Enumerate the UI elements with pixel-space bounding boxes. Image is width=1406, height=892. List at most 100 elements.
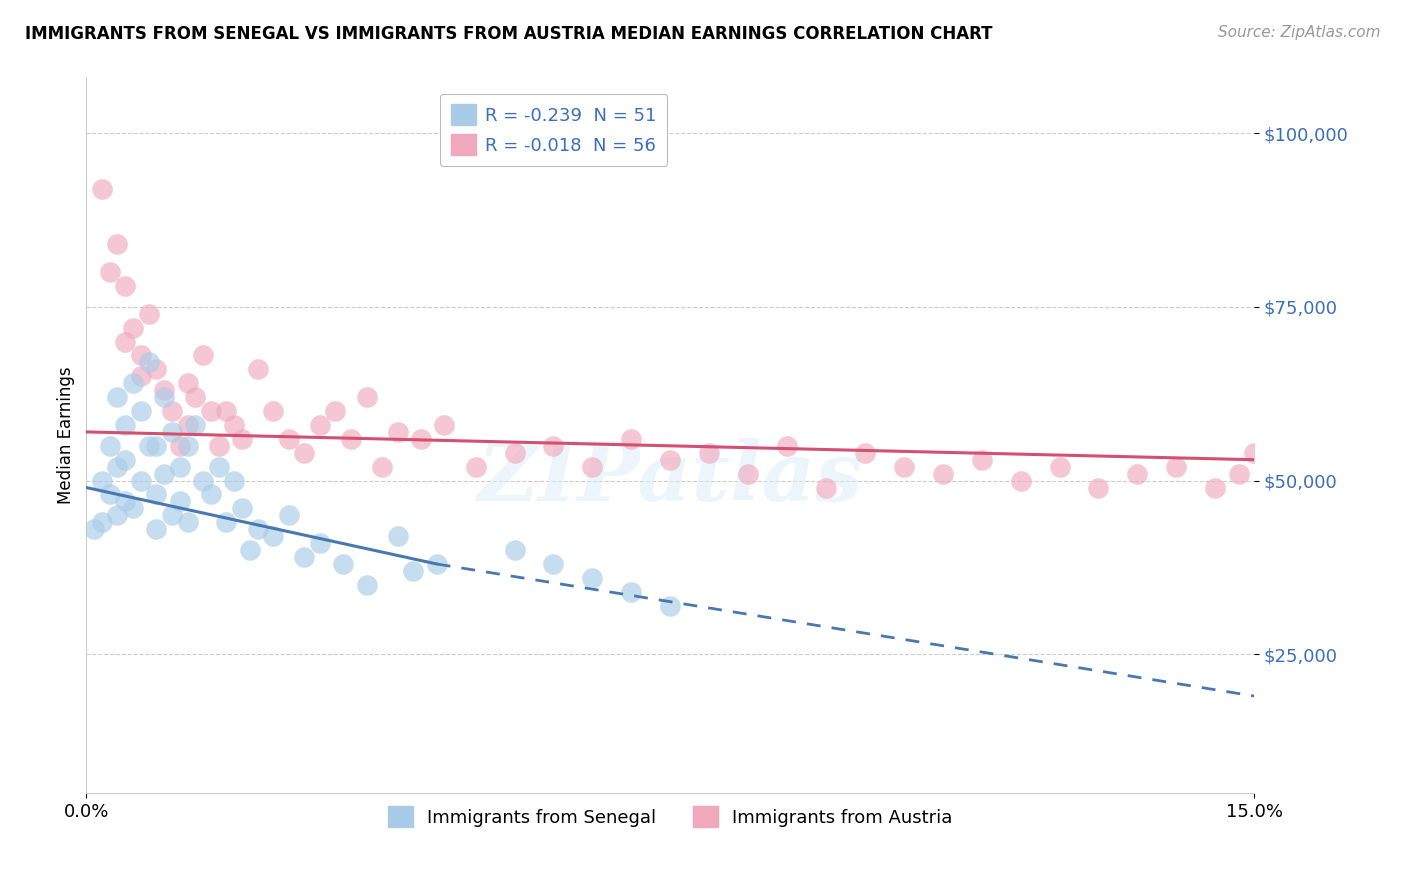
- Point: [169, 439, 191, 453]
- Point: [697, 446, 720, 460]
- Point: [129, 349, 152, 363]
- Point: [356, 390, 378, 404]
- Point: [737, 467, 759, 481]
- Point: [153, 383, 176, 397]
- Point: [246, 522, 269, 536]
- Point: [191, 349, 214, 363]
- Point: [98, 265, 121, 279]
- Point: [340, 432, 363, 446]
- Point: [160, 508, 183, 523]
- Legend: Immigrants from Senegal, Immigrants from Austria: Immigrants from Senegal, Immigrants from…: [381, 799, 960, 834]
- Point: [114, 452, 136, 467]
- Point: [122, 320, 145, 334]
- Point: [122, 501, 145, 516]
- Point: [138, 355, 160, 369]
- Point: [411, 432, 433, 446]
- Point: [122, 376, 145, 391]
- Point: [1204, 481, 1226, 495]
- Point: [208, 459, 231, 474]
- Point: [184, 417, 207, 432]
- Point: [387, 529, 409, 543]
- Point: [107, 390, 129, 404]
- Point: [114, 279, 136, 293]
- Point: [138, 307, 160, 321]
- Point: [932, 467, 955, 481]
- Point: [581, 571, 603, 585]
- Point: [1166, 459, 1188, 474]
- Point: [543, 439, 565, 453]
- Point: [176, 417, 198, 432]
- Point: [200, 404, 222, 418]
- Point: [129, 404, 152, 418]
- Point: [387, 425, 409, 439]
- Point: [90, 181, 112, 195]
- Point: [145, 487, 167, 501]
- Point: [98, 439, 121, 453]
- Point: [246, 362, 269, 376]
- Point: [184, 390, 207, 404]
- Point: [776, 439, 799, 453]
- Point: [292, 549, 315, 564]
- Y-axis label: Median Earnings: Median Earnings: [58, 367, 75, 504]
- Point: [426, 557, 449, 571]
- Point: [659, 452, 682, 467]
- Point: [138, 439, 160, 453]
- Point: [231, 501, 253, 516]
- Point: [262, 404, 284, 418]
- Point: [224, 417, 246, 432]
- Point: [90, 516, 112, 530]
- Point: [114, 494, 136, 508]
- Point: [371, 459, 394, 474]
- Point: [620, 432, 643, 446]
- Point: [98, 487, 121, 501]
- Point: [90, 474, 112, 488]
- Point: [814, 481, 837, 495]
- Point: [107, 459, 129, 474]
- Point: [176, 439, 198, 453]
- Point: [309, 417, 332, 432]
- Text: ZIPatlas: ZIPatlas: [478, 438, 863, 518]
- Point: [464, 459, 486, 474]
- Point: [503, 543, 526, 558]
- Point: [153, 467, 176, 481]
- Text: Source: ZipAtlas.com: Source: ZipAtlas.com: [1218, 25, 1381, 40]
- Point: [231, 432, 253, 446]
- Point: [215, 516, 238, 530]
- Text: IMMIGRANTS FROM SENEGAL VS IMMIGRANTS FROM AUSTRIA MEDIAN EARNINGS CORRELATION C: IMMIGRANTS FROM SENEGAL VS IMMIGRANTS FR…: [25, 25, 993, 43]
- Point: [277, 432, 299, 446]
- Point: [114, 417, 136, 432]
- Point: [543, 557, 565, 571]
- Point: [1243, 446, 1265, 460]
- Point: [309, 536, 332, 550]
- Point: [1227, 467, 1250, 481]
- Point: [1010, 474, 1032, 488]
- Point: [208, 439, 231, 453]
- Point: [145, 439, 167, 453]
- Point: [503, 446, 526, 460]
- Point: [160, 404, 183, 418]
- Point: [83, 522, 105, 536]
- Point: [292, 446, 315, 460]
- Point: [169, 494, 191, 508]
- Point: [277, 508, 299, 523]
- Point: [659, 599, 682, 613]
- Point: [107, 237, 129, 252]
- Point: [402, 564, 425, 578]
- Point: [145, 362, 167, 376]
- Point: [200, 487, 222, 501]
- Point: [239, 543, 262, 558]
- Point: [129, 369, 152, 384]
- Point: [356, 578, 378, 592]
- Point: [581, 459, 603, 474]
- Point: [1049, 459, 1071, 474]
- Point: [215, 404, 238, 418]
- Point: [145, 522, 167, 536]
- Point: [169, 459, 191, 474]
- Point: [129, 474, 152, 488]
- Point: [153, 390, 176, 404]
- Point: [332, 557, 354, 571]
- Point: [433, 417, 456, 432]
- Point: [107, 508, 129, 523]
- Point: [176, 516, 198, 530]
- Point: [893, 459, 915, 474]
